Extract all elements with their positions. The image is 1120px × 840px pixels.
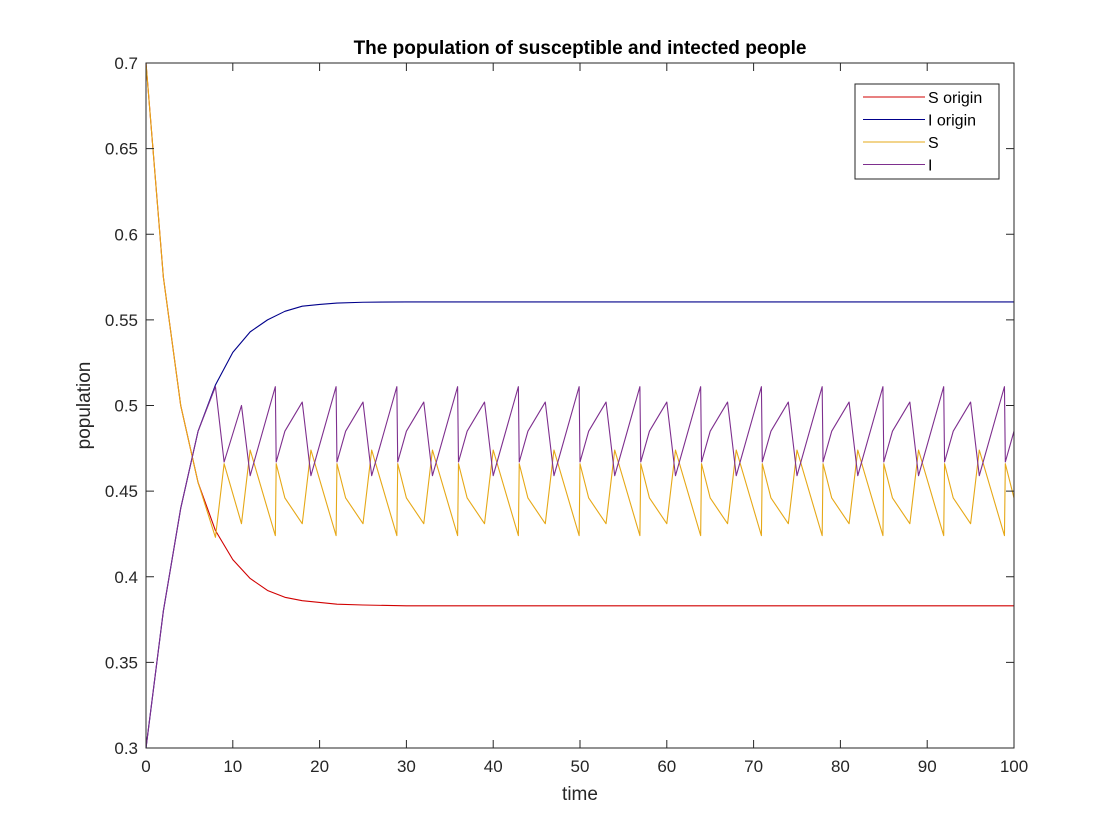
x-tick-label: 50 (571, 757, 590, 776)
x-tick-label: 40 (484, 757, 503, 776)
legend-box (854, 83, 1000, 180)
y-tick-label: 0.35 (105, 653, 138, 672)
legend: S origin I origin SI (854, 83, 1000, 180)
x-tick-label: 80 (831, 757, 850, 776)
chart-title: The population of susceptible and intect… (354, 38, 807, 59)
y-tick-label: 0.5 (114, 397, 138, 416)
x-tick-label: 30 (397, 757, 416, 776)
y-tick-label: 0.65 (105, 140, 138, 159)
series-layer (145, 62, 1015, 749)
legend-entry: I origin (928, 113, 976, 130)
x-tick-label: 70 (744, 757, 763, 776)
y-tick-label: 0.4 (114, 568, 138, 587)
legend-entry: I (928, 158, 932, 175)
x-tick-label: 0 (141, 757, 150, 776)
y-tick-label: 0.7 (114, 54, 138, 73)
legend-entry: S origin (928, 90, 982, 107)
y-tick-label: 0.6 (114, 225, 138, 244)
y-tick-label: 0.3 (114, 739, 138, 758)
series-line-i (145, 386, 1015, 749)
series-line-s (145, 62, 1015, 538)
x-axis-title: time (562, 784, 598, 805)
y-tick-label: 0.55 (105, 311, 138, 330)
y-axis-title: population (74, 362, 95, 450)
x-tick-label: 100 (1000, 757, 1028, 776)
x-tick-label: 60 (657, 757, 676, 776)
x-tick-label: 20 (310, 757, 329, 776)
x-tick-label: 10 (223, 757, 242, 776)
legend-entry: S (928, 135, 939, 152)
ticks-layer: 0 10 20 30 40 50 60 70 80 90 100 0.3 0.35 0.4 0.45 0.5 0… (105, 54, 1028, 776)
y-tick-label: 0.45 (105, 482, 138, 501)
x-tick-label: 90 (918, 757, 937, 776)
